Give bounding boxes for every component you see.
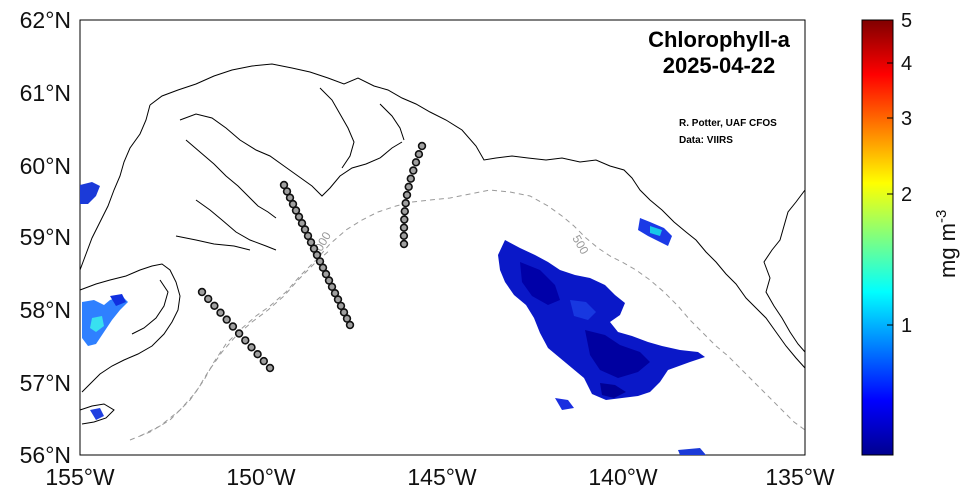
colorbar: 5 4 3 2 1 mg m-3 (861, 10, 960, 456)
station-marker (402, 190, 412, 200)
map-frame (79, 19, 806, 456)
station-marker (234, 329, 244, 338)
station-marker (204, 294, 213, 304)
lat-label-62: 62°N (20, 7, 71, 33)
station-marker (265, 363, 275, 373)
lon-label-150: 150°W (226, 464, 296, 490)
coastline (79, 63, 806, 425)
data-source: Data: VIIRS (679, 135, 733, 146)
station-marker (222, 315, 231, 324)
lon-label-145: 145°W (407, 464, 477, 490)
lat-label-60: 60°N (20, 153, 71, 179)
station-marker (288, 199, 298, 209)
lat-label-56: 56°N (20, 442, 71, 468)
station-marker (336, 301, 346, 311)
colorbar-tick-5: 5 (901, 10, 912, 32)
lon-label-155: 155°W (45, 464, 115, 490)
station-marker (241, 336, 250, 345)
station-marker (401, 199, 410, 208)
station-marker (253, 350, 262, 359)
station-marker (399, 239, 409, 249)
station-marker (228, 322, 238, 331)
station-marker (279, 180, 289, 190)
colorbar-tick-1: 1 (901, 315, 912, 337)
station-marker (285, 193, 295, 202)
lat-label-58: 58°N (20, 297, 71, 323)
colorbar-tick-2: 2 (901, 184, 912, 206)
station-marker (411, 158, 421, 167)
station-marker (247, 343, 256, 352)
station-marker (321, 269, 331, 279)
colorbar-gradient (861, 19, 894, 456)
station-marker (318, 263, 328, 272)
lat-label-57: 57°N (20, 370, 71, 396)
map-title: Chlorophyll-a (648, 27, 791, 52)
station-marker (303, 231, 313, 241)
station-marker (399, 223, 409, 232)
station-marker (345, 320, 355, 330)
longitude-axis: 155°W 150°W 145°W 140°W 135°W (45, 464, 835, 490)
station-marker (342, 314, 352, 323)
station-marker (197, 287, 207, 297)
station-marker (409, 166, 418, 175)
lat-label-59: 59°N (20, 224, 71, 250)
lon-label-135: 135°W (765, 464, 835, 490)
colorbar-unit: mg m-3 (933, 210, 960, 278)
station-marker (210, 301, 219, 310)
station-marker (417, 141, 427, 151)
station-marker (404, 182, 413, 192)
station-marker (400, 215, 409, 224)
latitude-axis: 62°N 61°N 60°N 59°N 58°N 57°N 56°N (20, 7, 71, 468)
lon-label-140: 140°W (588, 464, 658, 490)
station-marker (406, 174, 415, 183)
station-lines (197, 141, 427, 373)
station-marker (294, 212, 304, 222)
lat-label-61: 61°N (20, 80, 71, 106)
station-marker (300, 225, 310, 234)
station-marker (309, 244, 319, 253)
station-marker (414, 150, 424, 159)
station-marker (333, 295, 343, 304)
station-marker (399, 231, 409, 241)
bathymetry-contours (129, 189, 806, 441)
colorbar-tick-4: 4 (901, 53, 912, 75)
station-marker (312, 250, 322, 260)
chlorophyll-patches (80, 182, 706, 455)
colorbar-tick-3: 3 (901, 108, 912, 130)
map-credit: R. Potter, UAF CFOS (679, 118, 777, 129)
station-marker (327, 282, 337, 291)
station-marker (259, 356, 268, 366)
station-marker (216, 308, 225, 317)
station-marker (400, 207, 409, 216)
map-date: 2025-04-22 (663, 53, 776, 78)
